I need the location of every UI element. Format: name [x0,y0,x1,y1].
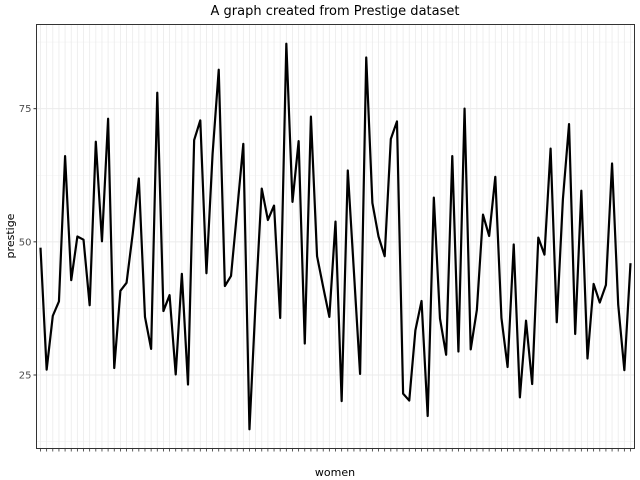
y-tick-label: 25 [19,370,32,381]
series-line [39,42,632,431]
x-axis [40,448,631,452]
y-axis: 25 50 75 [19,104,37,381]
y-tick-label: 50 [19,237,32,248]
y-axis-title: prestige [4,213,17,258]
y-tick-label: 75 [19,104,32,115]
x-axis-title: women [315,466,355,479]
chart-title: A graph created from Prestige dataset [211,4,460,19]
